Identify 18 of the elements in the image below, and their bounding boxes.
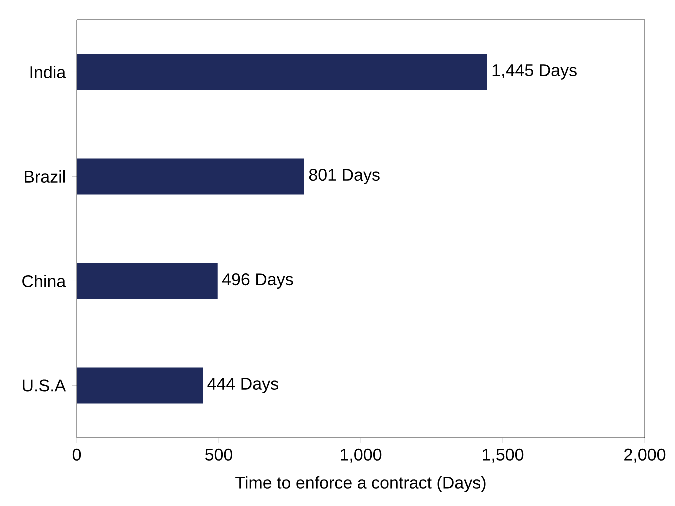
data-label: 496 Days xyxy=(222,274,294,289)
x-tick-label: 1,000 xyxy=(341,448,382,463)
bar xyxy=(77,368,204,404)
x-tick-label: 0 xyxy=(72,448,82,461)
bar xyxy=(77,263,218,300)
data-label: 1,445 Days xyxy=(492,64,577,80)
x-axis-title: Time to enforce a contract (Days) xyxy=(236,476,486,492)
data-label: 444 Days xyxy=(208,378,278,394)
y-tick-label: China xyxy=(22,275,66,288)
bar xyxy=(77,158,304,195)
data-label: 801 Days xyxy=(309,169,380,184)
y-tick-label: U.S.A xyxy=(23,380,66,392)
bar xyxy=(77,54,488,90)
x-tick-label: 500 xyxy=(206,448,233,461)
x-tick-label: 2,000 xyxy=(624,448,666,463)
y-tick-label: Brazil xyxy=(25,170,65,183)
y-tick-label: India xyxy=(30,66,66,78)
x-tick-label: 1,500 xyxy=(483,448,524,463)
